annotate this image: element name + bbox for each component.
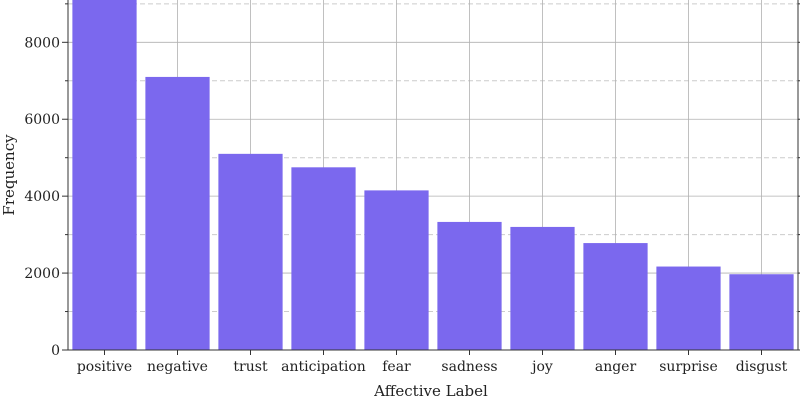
bar-sadness [437, 221, 502, 350]
bar-negative [145, 76, 210, 350]
x-tick-label-disgust: disgust [736, 359, 788, 375]
x-tick-label-trust: trust [233, 359, 268, 375]
y-tick-label: 6000 [24, 112, 60, 128]
x-tick-label-surprise: surprise [659, 359, 718, 375]
y-axis-ticks: 0 2000 4000 6000 8000 [24, 3, 800, 359]
bar-anticipation [291, 167, 356, 350]
y-tick-label: 4000 [24, 189, 60, 205]
y-tick-label: 0 [51, 343, 60, 359]
x-tick-label-positive: positive [77, 359, 132, 375]
x-tick-label-fear: fear [382, 359, 411, 375]
x-tick-label-anger: anger [595, 359, 637, 375]
x-tick-label-anticipation: anticipation [281, 359, 366, 375]
bar-positive [72, 0, 137, 350]
bar-trust [218, 153, 283, 350]
x-axis-ticks: positive negative trust anticipation fear sad… [77, 350, 788, 375]
bar-disgust [729, 274, 794, 350]
y-axis-label: Frequency [0, 134, 18, 216]
bars [72, 0, 794, 350]
y-tick-label: 2000 [24, 266, 60, 282]
bar-joy [510, 226, 575, 350]
x-tick-label-negative: negative [147, 359, 208, 375]
x-tick-label-sadness: sadness [441, 359, 497, 375]
bar-fear [364, 190, 429, 350]
x-tick-label-joy: joy [530, 359, 553, 375]
bar-anger [583, 243, 648, 350]
bar-surprise [656, 266, 721, 350]
y-tick-label: 8000 [24, 35, 60, 51]
axes [67, 0, 799, 351]
x-axis-label: Affective Label [373, 382, 488, 400]
